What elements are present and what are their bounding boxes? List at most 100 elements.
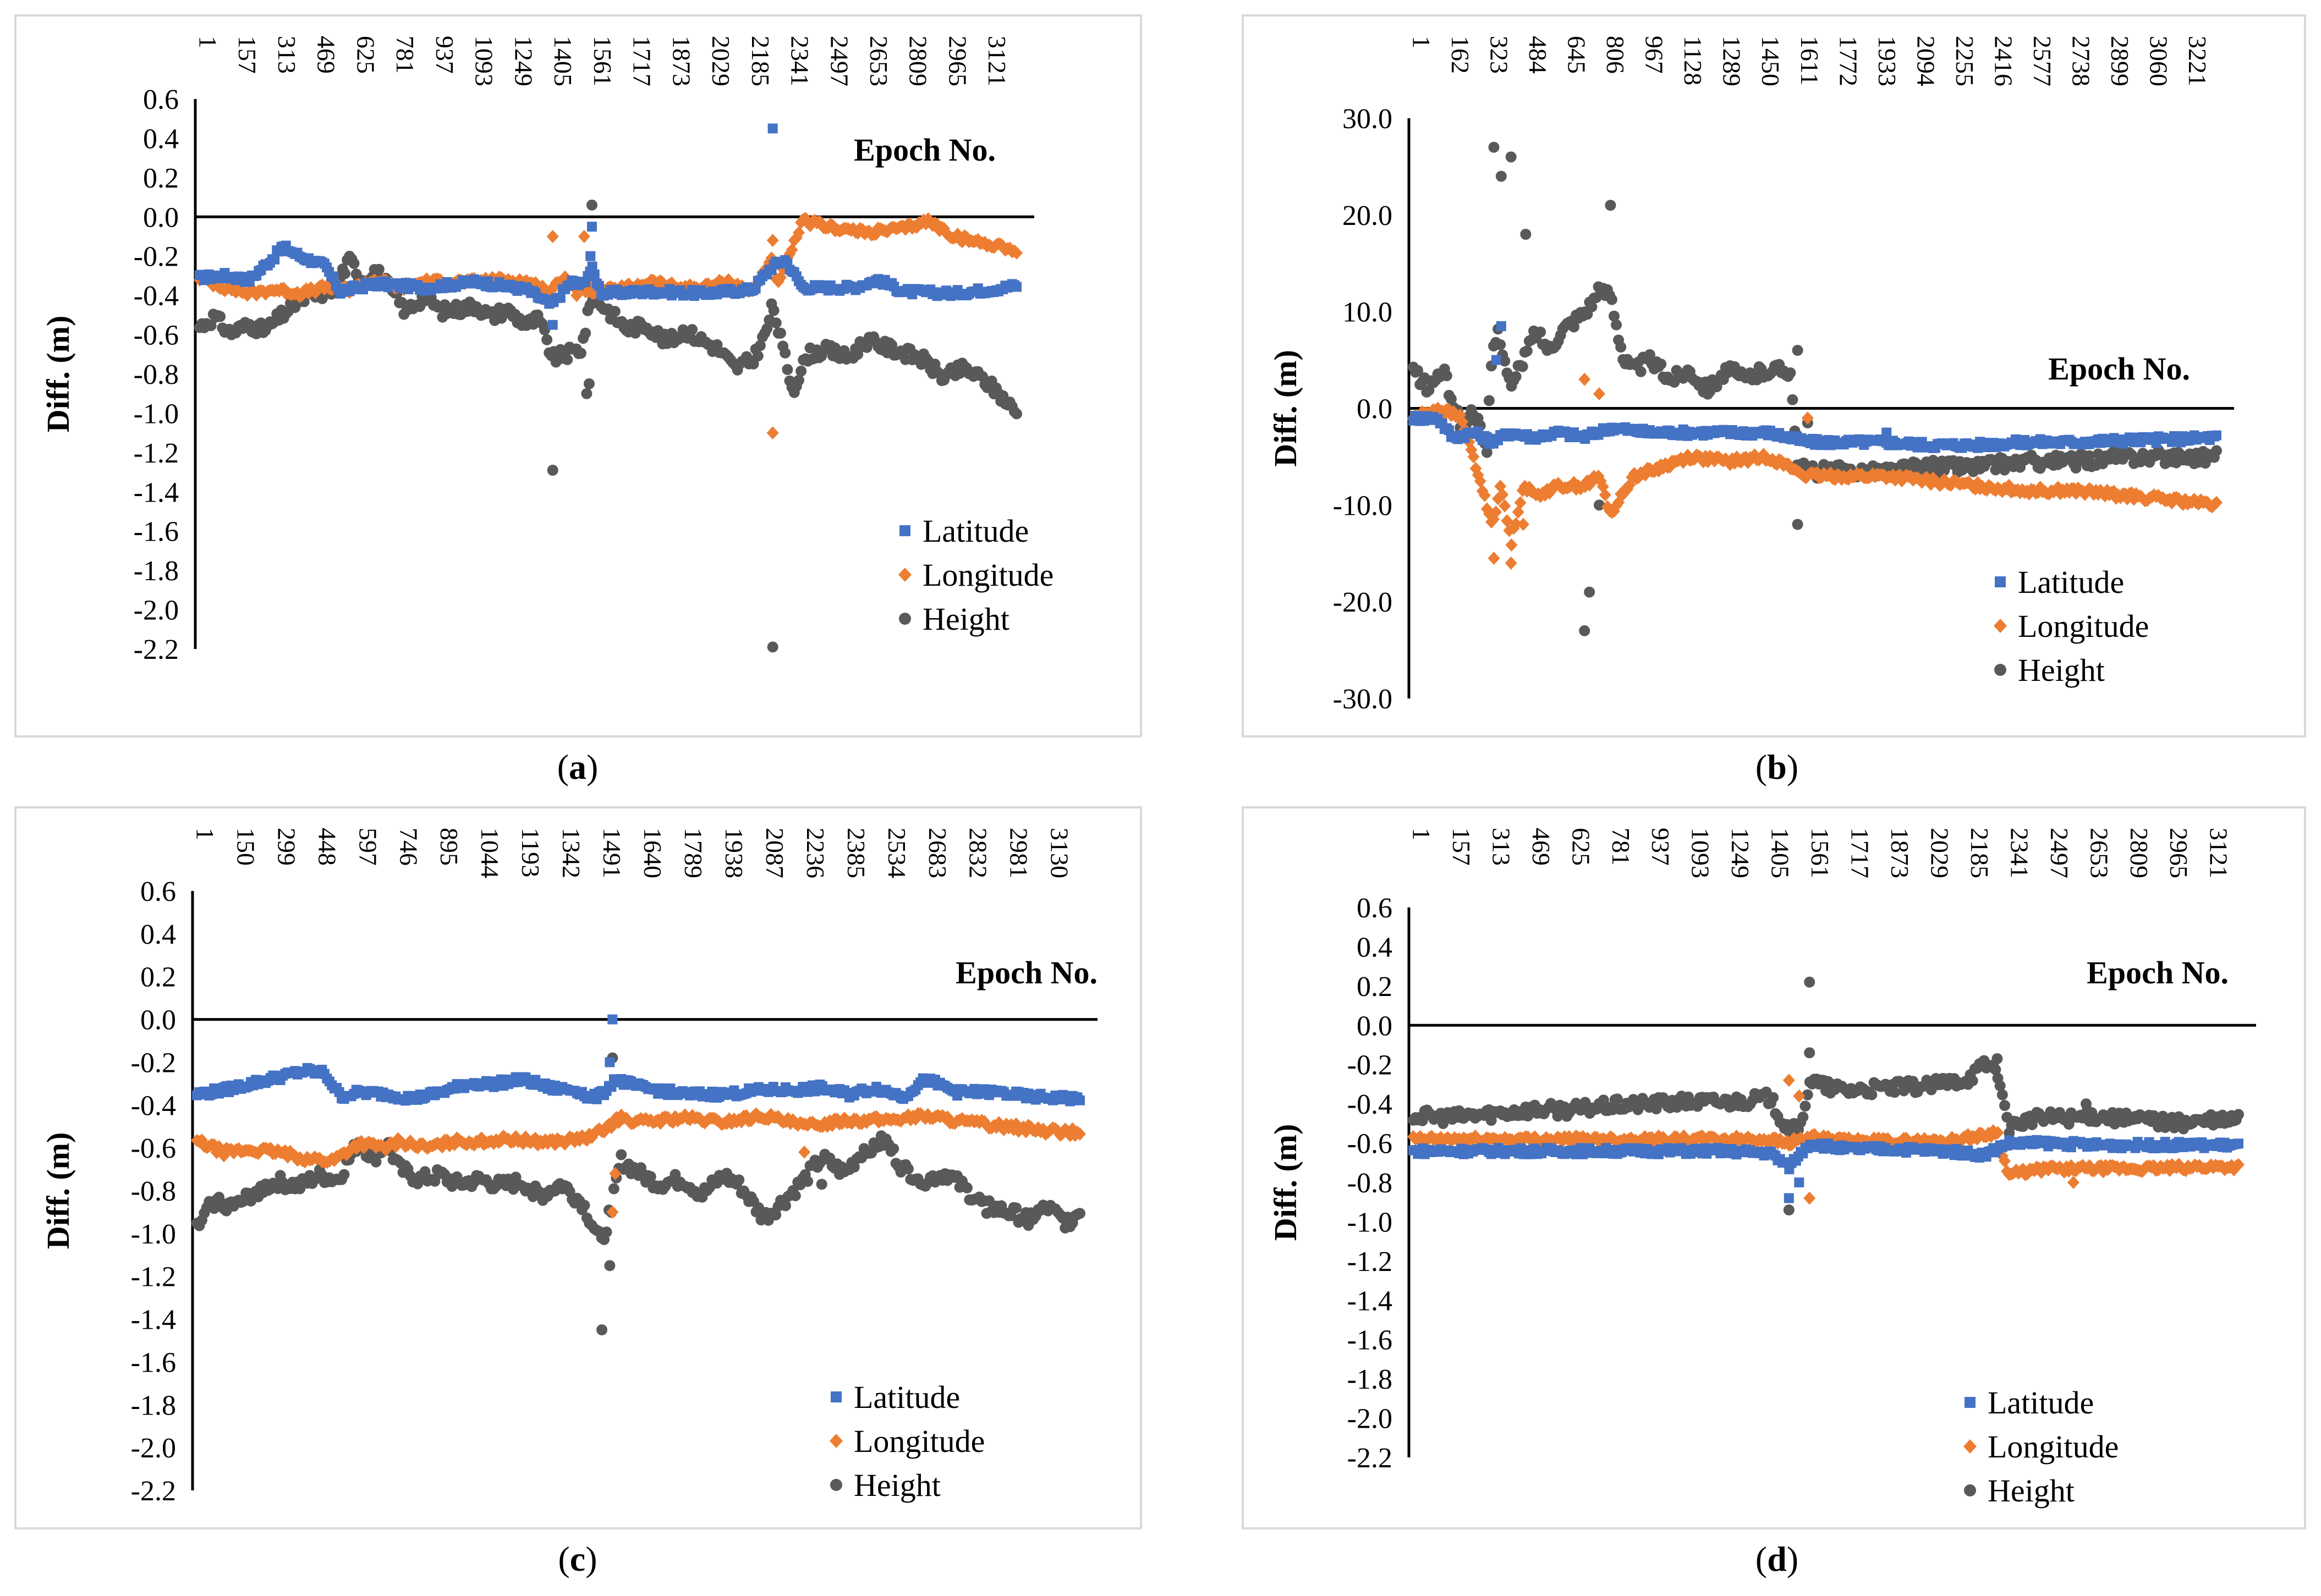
y-tick-label: 0.4 <box>1357 932 1392 963</box>
legend-height-marker <box>830 1479 842 1491</box>
height-point <box>1991 1053 2003 1064</box>
x-tick-label: 2899 <box>2106 36 2134 86</box>
legend-label: Height <box>923 601 1009 637</box>
y-tick-label: -2.2 <box>134 634 179 665</box>
latitude-point <box>605 1057 615 1067</box>
y-tick-label: -1.6 <box>131 1347 176 1378</box>
height-point <box>1481 447 1493 458</box>
longitude-point <box>1657 1131 1670 1144</box>
y-tick-label: -1.2 <box>1347 1246 1392 1278</box>
y-tick-label: 0.0 <box>1357 1010 1392 1042</box>
x-tick-label: 3221 <box>2183 36 2212 86</box>
longitude-point <box>1771 458 1784 471</box>
x-tick-label: 1873 <box>667 36 695 86</box>
y-axis-label: Diff. (m) <box>40 316 76 433</box>
longitude-point <box>578 230 590 243</box>
height-point <box>1990 1064 2001 1075</box>
longitude-point <box>2017 1163 2029 1176</box>
longitude-point <box>1765 1136 1777 1149</box>
legend-longitude-marker <box>1963 1439 1977 1454</box>
latitude-point <box>594 280 604 291</box>
x-tick-label: 2653 <box>865 36 893 86</box>
x-tick-label: 1289 <box>1718 36 1746 86</box>
height-point <box>1866 1089 1878 1100</box>
height-point <box>1483 395 1495 406</box>
height-point <box>1644 349 1655 360</box>
x-tick-label: 3121 <box>983 36 1011 86</box>
y-tick-label: -0.6 <box>131 1133 176 1164</box>
chart-panel-d: 0.6 0.4 0.2 0.0 -0.2 -0.4 -0.6 -0.8 -1.0 -1.2 -1.4… <box>1242 806 2306 1529</box>
legend-label: Height <box>2018 652 2105 688</box>
series-height <box>194 199 1022 653</box>
height-point <box>215 311 226 322</box>
x-tick-label: 1938 <box>720 828 748 878</box>
height-point <box>2063 1119 2075 1130</box>
height-point <box>1521 345 1533 357</box>
x-tick-label: 1772 <box>1834 36 1862 86</box>
y-tick-label: -1.8 <box>131 1390 176 1421</box>
longitude-point <box>609 1166 622 1180</box>
x-tick-label: 746 <box>394 828 423 866</box>
longitude-point <box>1991 1126 2004 1140</box>
legend-label: Height <box>1988 1473 2075 1509</box>
height-point <box>1505 151 1517 163</box>
x-tick-label: 1873 <box>1886 828 1914 878</box>
y-axis-label: Diff. (m) <box>40 1132 76 1250</box>
height-point <box>768 305 780 316</box>
legend-longitude-marker <box>898 568 912 582</box>
height-point <box>770 1209 782 1221</box>
height-point <box>1792 519 1803 530</box>
longitude-point <box>570 289 583 302</box>
x-tick-label: 157 <box>233 36 261 74</box>
height-point <box>687 324 698 335</box>
height-point <box>789 1190 801 1202</box>
height-point <box>604 1260 616 1272</box>
series-height <box>191 1052 1085 1336</box>
height-point <box>902 1163 914 1175</box>
x-tick-label: 1789 <box>679 828 707 878</box>
x-tick-label: 2577 <box>2028 36 2056 86</box>
longitude-point <box>389 1140 402 1154</box>
x-tick-label: 2236 <box>802 828 830 878</box>
x-tick-label: 937 <box>431 36 459 74</box>
y-tick-label: -0.4 <box>134 280 179 312</box>
longitude-point <box>1801 411 1814 425</box>
height-point <box>1797 1111 1809 1123</box>
x-tick-label: 313 <box>1487 828 1515 866</box>
latitude-point <box>1794 1177 1804 1187</box>
caption-b: (b) <box>1755 747 1799 786</box>
legend-latitude-marker <box>1965 1397 1976 1408</box>
height-point <box>2233 1109 2244 1120</box>
chart-panel-b: 30.0 20.0 10.0 0.0 -10.0 -20.0 -30.0 1 162 323 484… <box>1242 14 2306 738</box>
x-tick-label: 2497 <box>825 36 853 86</box>
longitude-point <box>1775 454 1788 468</box>
x-tick-label: 1491 <box>598 828 626 878</box>
y-tick-label: 20.0 <box>1342 200 1392 232</box>
height-point <box>2083 450 2095 461</box>
height-point <box>1967 1075 1978 1087</box>
height-point <box>586 199 598 211</box>
chart-panel-a: 0.6 0.4 0.2 0.0 -0.2 -0.4 -0.6 -0.8 -1.0 -1.2 -1.4… <box>14 14 1142 738</box>
longitude-point <box>2023 487 2035 500</box>
longitude-point <box>1469 461 1482 475</box>
x-tick-label: 2653 <box>2085 828 2113 878</box>
height-point <box>1011 408 1022 420</box>
x-tick-label: 3060 <box>2145 36 2173 86</box>
height-point <box>770 317 782 329</box>
longitude-point <box>766 426 779 440</box>
x-tick-label: 937 <box>1647 828 1675 866</box>
x-tick-label: 162 <box>1446 36 1474 74</box>
longitude-point <box>1483 507 1495 521</box>
longitude-point <box>277 282 290 295</box>
longitude-point <box>606 1205 619 1219</box>
longitude-point <box>2232 1158 2245 1171</box>
y-tick-label: -2.2 <box>1347 1443 1392 1474</box>
height-point <box>1417 1115 1428 1126</box>
height-point <box>1485 1115 1497 1126</box>
latitude-point <box>587 261 597 272</box>
x-tick-label: 2029 <box>707 36 735 86</box>
longitude-point <box>1793 1089 1806 1103</box>
height-point <box>888 1143 899 1154</box>
latitude-point <box>767 123 778 134</box>
height-point <box>793 375 804 386</box>
